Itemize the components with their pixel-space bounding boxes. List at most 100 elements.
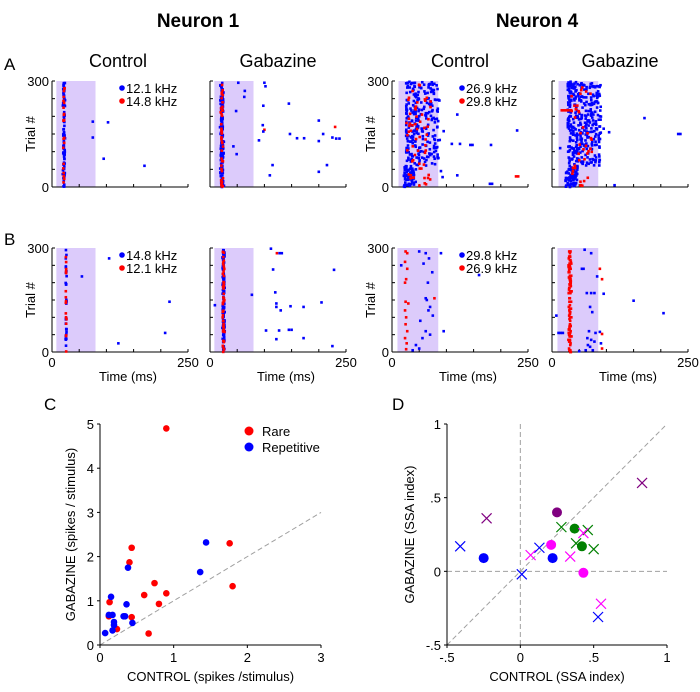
spike: [577, 158, 581, 162]
spike: [403, 172, 407, 175]
spike: [65, 330, 68, 334]
spike: [221, 310, 225, 314]
spike: [582, 148, 585, 151]
spike: [290, 328, 293, 332]
spike: [418, 184, 421, 187]
spike: [591, 140, 594, 144]
spike: [417, 250, 421, 253]
spike: [414, 180, 418, 184]
spike: [581, 160, 585, 163]
spike: [219, 95, 223, 99]
stimulus-window: [397, 248, 439, 352]
spike: [584, 133, 588, 136]
spike: [568, 139, 572, 143]
spike: [569, 262, 573, 265]
spike: [409, 158, 413, 162]
spike: [569, 342, 572, 345]
spike: [332, 268, 336, 272]
spike: [221, 266, 224, 270]
spike: [404, 322, 407, 326]
spike: [567, 250, 571, 253]
x-marker-stroke: [555, 521, 567, 533]
spike: [586, 131, 589, 135]
spike: [262, 130, 265, 133]
spike: [420, 129, 424, 133]
spike: [408, 167, 412, 171]
spike: [232, 145, 235, 148]
spike: [585, 88, 588, 91]
y-axis-label: GABAZINE (spikes / stimulus): [63, 448, 78, 621]
spike: [572, 147, 576, 150]
spike: [221, 304, 224, 307]
spike: [61, 168, 65, 172]
x-tick-label-0: 0: [206, 355, 213, 370]
spike: [576, 82, 579, 86]
spike: [409, 107, 412, 110]
point-repetitive: [107, 593, 115, 601]
spike: [585, 100, 588, 104]
spike: [575, 132, 579, 135]
spike: [219, 102, 222, 106]
spike: [403, 183, 406, 187]
spike: [63, 148, 67, 152]
spike: [222, 297, 226, 300]
spike: [566, 88, 570, 92]
spike: [572, 178, 575, 182]
spike: [576, 92, 580, 96]
y-tick-label: -.5: [426, 638, 441, 653]
spike: [594, 331, 597, 335]
spike: [222, 346, 225, 350]
spike: [587, 103, 591, 106]
spike: [331, 136, 334, 139]
spike: [572, 83, 575, 86]
spike: [62, 119, 66, 123]
spike: [568, 103, 572, 107]
spike: [435, 109, 439, 112]
spike: [411, 111, 414, 114]
spike: [423, 126, 426, 130]
spike: [409, 129, 413, 133]
spike: [257, 139, 261, 142]
spike: [572, 151, 575, 155]
spike: [594, 156, 598, 159]
spike: [569, 168, 572, 172]
x-tick-label-250: 250: [677, 355, 699, 370]
spike: [403, 177, 407, 181]
spike: [62, 174, 66, 178]
spike: [571, 176, 575, 179]
spike: [426, 125, 429, 128]
legend-marker: [459, 85, 465, 91]
spike: [64, 266, 68, 269]
spike: [63, 150, 67, 154]
spike: [410, 109, 413, 112]
spike: [587, 329, 591, 333]
spike: [413, 85, 417, 89]
spike: [65, 274, 68, 278]
spike: [420, 149, 423, 153]
spike: [581, 126, 585, 129]
point-repetitive: [101, 629, 109, 637]
spike: [407, 102, 411, 105]
spike: [573, 86, 576, 90]
spike: [574, 95, 578, 98]
x-tick-label: .5: [588, 650, 599, 665]
spike: [441, 175, 444, 179]
spike: [584, 90, 588, 93]
spike: [596, 113, 600, 117]
spike: [250, 293, 254, 297]
spike: [596, 90, 600, 93]
spike: [579, 160, 583, 163]
point-magenta-circle: [546, 539, 557, 550]
spike: [222, 339, 225, 343]
spike: [222, 249, 225, 252]
spike: [414, 137, 418, 141]
spike: [573, 166, 577, 170]
spike: [585, 291, 589, 295]
spike: [586, 336, 589, 340]
spike: [413, 140, 417, 143]
spike: [632, 299, 635, 302]
legend-label: 12.1 kHz: [126, 81, 177, 96]
y-tick-label: 3: [87, 505, 94, 520]
spike: [426, 176, 430, 180]
spike: [433, 296, 436, 300]
